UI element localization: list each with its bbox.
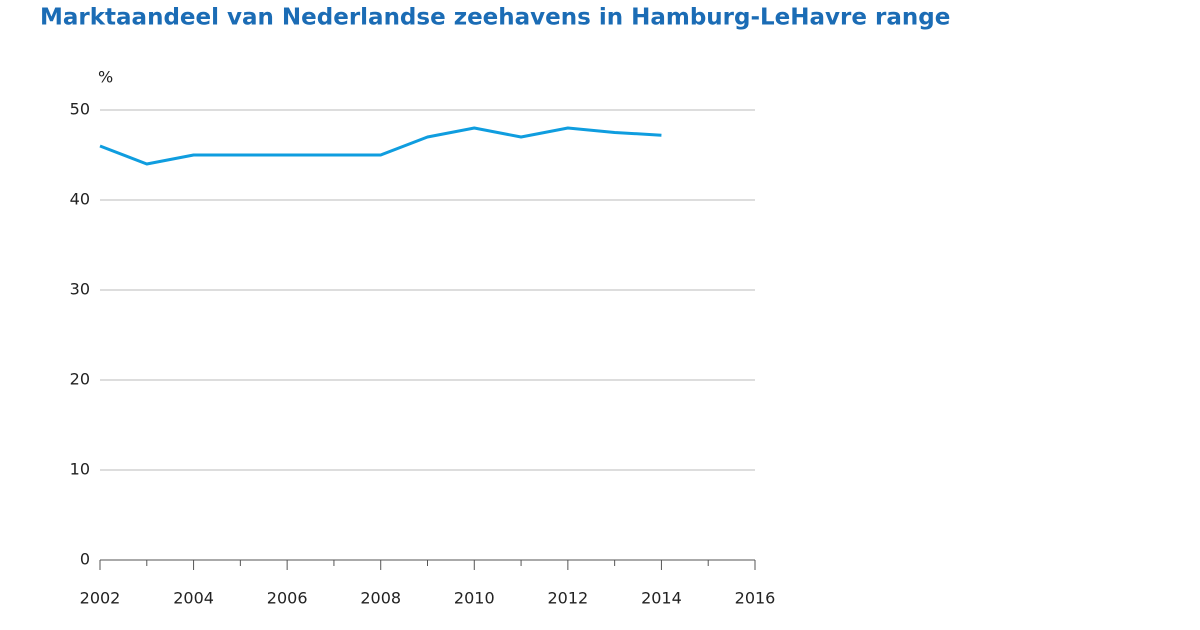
x-tick-label: 2008 [360,589,401,608]
x-tick-label: 2002 [80,589,121,608]
y-tick-label: 50 [70,100,90,119]
x-tick-label: 2004 [173,589,214,608]
chart-title: Marktaandeel van Nederlandse zeehavens i… [40,5,950,31]
x-tick-label: 2016 [735,589,776,608]
y-tick-label: 10 [70,460,90,479]
y-tick-label: 0 [80,550,90,569]
x-tick-label: 2014 [641,589,682,608]
x-tick-label: 2012 [547,589,588,608]
y-tick-label: 20 [70,370,90,389]
y-tick-label: 30 [70,280,90,299]
data-line [99,126,662,166]
y-axis-label: % [98,68,113,87]
x-tick-label: 2010 [454,589,495,608]
x-tick-label: 2006 [267,589,308,608]
y-tick-label: 40 [70,190,90,209]
